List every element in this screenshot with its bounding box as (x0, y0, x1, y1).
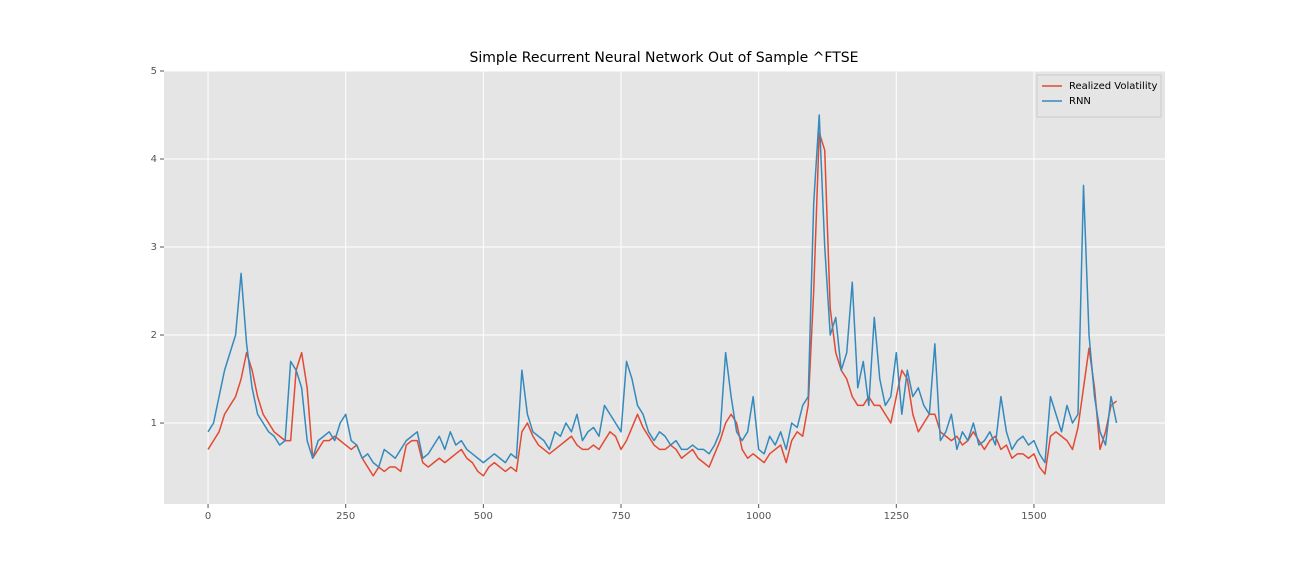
legend: Realized Volatility RNN (1036, 74, 1162, 118)
chart-title: Simple Recurrent Neural Network Out of S… (470, 50, 859, 66)
legend-label: Realized Volatility (1069, 81, 1158, 92)
y-tick-label: 5 (151, 66, 157, 77)
legend-box (1036, 74, 1162, 118)
x-tick-label: 1250 (884, 511, 909, 522)
y-tick-label: 1 (151, 418, 157, 429)
x-tick-label: 1500 (1021, 511, 1046, 522)
x-tick-label: 750 (611, 511, 630, 522)
x-tick-label: 250 (336, 511, 355, 522)
x-tick-label: 1000 (746, 511, 771, 522)
data-line (207, 114, 1118, 468)
y-tick-label: 2 (151, 330, 157, 341)
y-tick-label: 3 (151, 242, 157, 253)
y-tick-label: 4 (151, 154, 157, 165)
plot-background (164, 71, 1165, 504)
legend-label: RNN (1069, 96, 1091, 107)
x-tick-label: 500 (474, 511, 493, 522)
x-tick-label: 0 (205, 511, 211, 522)
